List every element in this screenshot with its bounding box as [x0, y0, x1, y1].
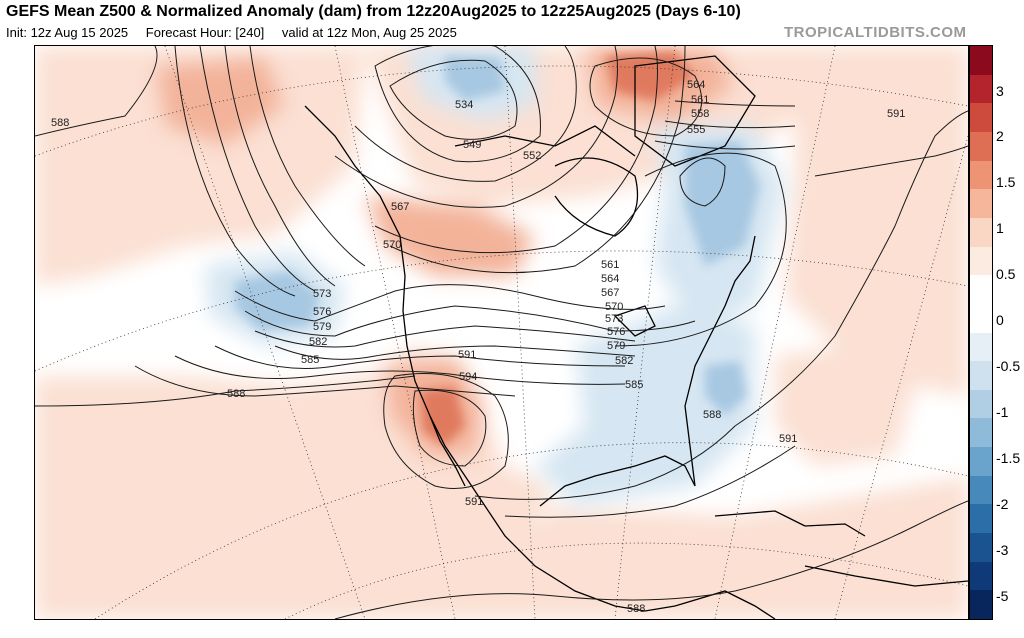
- east-coast: [684, 235, 756, 487]
- forecast-hour: Forecast Hour: [240]: [145, 25, 265, 40]
- contour-label: 558: [691, 108, 709, 120]
- coastlines: [304, 55, 968, 619]
- central-america: [644, 590, 776, 619]
- cool-anomaly-pacific-core: [235, 271, 320, 331]
- colorbar-segment: [970, 447, 992, 477]
- contour-label: 561: [691, 94, 709, 106]
- contour-label: 552: [523, 150, 541, 162]
- colorbar-segment: [970, 217, 992, 248]
- colorbar-label: 0.5: [996, 266, 1016, 282]
- colorbar-label: -1.5: [996, 450, 1021, 466]
- contour-label: 564: [687, 79, 705, 91]
- colorbar-segment: [970, 504, 992, 534]
- contour-label: 567: [391, 201, 409, 213]
- site-brand: TROPICALTIDBITS.COM: [784, 24, 967, 41]
- contour-label: 591: [458, 349, 476, 361]
- contour-labels: 588 534 549 552 564 561 558 555 591 567 …: [51, 79, 905, 615]
- colorbar-label: 1: [996, 220, 1004, 236]
- contour-label: 591: [887, 108, 905, 120]
- colorbar-segment: [970, 275, 992, 305]
- warm-anomaly-atlantic-sub: [775, 346, 915, 466]
- colorbar-segment: [970, 389, 992, 419]
- contour-label: 576: [313, 306, 331, 318]
- colorbar-label: 0: [996, 312, 1004, 328]
- colorbar-segment: [970, 74, 992, 104]
- contour-label: 570: [605, 301, 623, 313]
- colorbar-label: -5: [996, 588, 1009, 604]
- contour-label: 591: [779, 433, 797, 445]
- warm-anomaly-baffin-mid: [365, 196, 535, 276]
- contour-label: 588: [51, 117, 69, 129]
- colorbar-label: -0.5: [996, 358, 1021, 374]
- contour-label: 579: [313, 321, 331, 333]
- colorbar-segment: [970, 561, 992, 591]
- warm-anomaly-atlantic: [785, 46, 968, 396]
- colorbar-segment: [970, 160, 992, 190]
- colorbar-segment: [970, 332, 992, 362]
- contour-label: 588: [227, 388, 245, 400]
- contour-label: 573: [605, 313, 623, 325]
- contour-label: 588: [627, 603, 645, 615]
- colorbar-label: 3: [996, 83, 1004, 99]
- west-coast: [304, 105, 646, 612]
- gulf-coast: [539, 455, 696, 507]
- anomaly-shading: [35, 46, 968, 619]
- init-time: Init: 12z Aug 15 2025: [6, 25, 129, 40]
- warm-anomaly-caribbean: [455, 476, 968, 619]
- baja: [429, 415, 466, 487]
- colorbar-segment: [970, 590, 992, 620]
- hispaniola: [804, 523, 866, 537]
- colorbar-segment: [970, 475, 992, 505]
- warm-anomaly-gulf-alaska-mid: [155, 56, 285, 146]
- contour-label: 594: [459, 371, 477, 383]
- colorbar-label: 1.5: [996, 174, 1016, 190]
- colorbar-segment: [970, 189, 992, 219]
- contour-label: 573: [313, 288, 331, 300]
- colorbar-segment: [970, 303, 992, 333]
- contour-label: 585: [625, 379, 643, 391]
- warm-anomaly-southwest-strong: [420, 386, 465, 446]
- valid-time: valid at 12z Mon, Aug 25 2025: [281, 25, 457, 40]
- colorbar-segment: [970, 533, 992, 563]
- graticule: [35, 46, 968, 619]
- colorbar-label: -2: [996, 496, 1009, 512]
- subtitle-row: Init: 12z Aug 15 2025 Forecast Hour: [24…: [6, 25, 471, 40]
- chart-title: GEFS Mean Z500 & Normalized Anomaly (dam…: [6, 3, 741, 20]
- colorbar-label: -1: [996, 404, 1009, 420]
- contour-label: 576: [607, 326, 625, 338]
- arctic-islands: [454, 125, 636, 157]
- contour-label: 588: [703, 409, 721, 421]
- contour-label: 561: [601, 259, 619, 271]
- contour-label: 591: [465, 496, 483, 508]
- greenland: [634, 55, 756, 167]
- colorbar-segment: [970, 418, 992, 448]
- map-panel: 588 534 549 552 564 561 558 555 591 567 …: [34, 45, 969, 620]
- colorbar-segment: [970, 246, 992, 276]
- contour-label: 582: [615, 355, 633, 367]
- cool-anomaly-labrador-core: [685, 141, 760, 266]
- contour-label: 549: [463, 139, 481, 151]
- contour-label: 585: [301, 354, 319, 366]
- anomaly-map: 588 534 549 552 564 561 558 555 591 567 …: [35, 46, 968, 619]
- contour-label: 570: [383, 239, 401, 251]
- colorbar-segment: [970, 361, 992, 391]
- colorbar-segment: [970, 46, 992, 76]
- colorbar: [969, 45, 993, 620]
- hudson-bay: [554, 157, 639, 237]
- cool-anomaly-arctic-core: [445, 56, 505, 101]
- cuba: [714, 510, 806, 527]
- colorbar-segment: [970, 103, 992, 133]
- contour-label: 534: [455, 99, 473, 111]
- contour-label: 567: [601, 287, 619, 299]
- colorbar-label: 2: [996, 128, 1004, 144]
- contour-label: 555: [687, 124, 705, 136]
- contour-label: 579: [607, 340, 625, 352]
- cool-anomaly-atlantic-core: [705, 361, 747, 416]
- colorbar-segment: [970, 131, 992, 162]
- contour-label: 564: [601, 273, 619, 285]
- height-contours: [35, 46, 968, 619]
- south-america-coast: [804, 565, 968, 587]
- contour-label: 582: [309, 336, 327, 348]
- colorbar-label: -3: [996, 542, 1009, 558]
